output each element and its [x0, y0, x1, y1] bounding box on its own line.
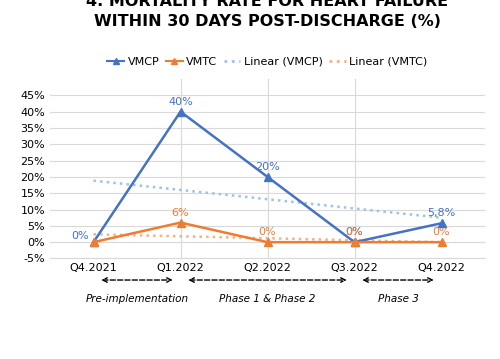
Text: Phase 3: Phase 3 [378, 294, 418, 304]
Text: 6%: 6% [172, 208, 190, 218]
Text: 0%: 0% [346, 227, 364, 237]
Text: 0%: 0% [346, 227, 364, 237]
Text: 40%: 40% [168, 97, 193, 107]
Legend: VMCP, VMTC, Linear (VMCP), Linear (VMTC): VMCP, VMTC, Linear (VMCP), Linear (VMTC) [103, 52, 432, 71]
Text: 0%: 0% [72, 230, 89, 241]
Text: 5,8%: 5,8% [428, 208, 456, 218]
Text: 0%: 0% [432, 227, 450, 237]
Title: 4. MORTALITY RATE FOR HEART FAILURE
WITHIN 30 DAYS POST-DISCHARGE (%): 4. MORTALITY RATE FOR HEART FAILURE WITH… [86, 0, 448, 29]
Text: Phase 1 & Phase 2: Phase 1 & Phase 2 [220, 294, 316, 304]
Text: Pre-implementation: Pre-implementation [86, 294, 188, 304]
Text: 0%: 0% [258, 227, 276, 237]
Text: 20%: 20% [255, 162, 280, 172]
